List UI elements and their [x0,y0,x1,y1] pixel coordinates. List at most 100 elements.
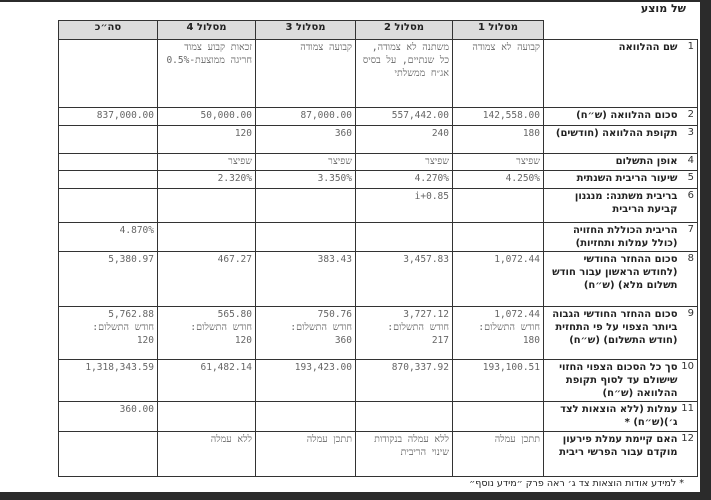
row-number: 2 [680,107,698,126]
cell-value [58,39,158,108]
cell-value: ללא עמלה [157,431,256,477]
cell-value: 193,100.51 [452,359,544,402]
row-number: 11 [680,401,698,432]
cell-value [355,401,453,432]
cell-value [157,401,256,432]
table-row: 2 סכום ההלוואה (ש״ח) 142,558.00 557,442.00 8… [58,107,698,126]
cell-value [58,170,158,189]
cell-value: 193,423.00 [255,359,356,402]
header-track-3: מסלול 3 [255,20,356,40]
cell-value: 3,727.12 חודש התשלום: 217 [355,306,453,360]
cell-value [157,188,256,223]
header-total: סה״כ [58,20,158,40]
cell-value: זכאות קבוע צמוד חריגה ממוצעת-0.5% [157,39,256,108]
header-blank [543,20,698,40]
row-number: 5 [680,170,698,189]
cell-value: שפיצר [452,153,544,171]
cell-value: 565.80 חודש התשלום: 120 [157,306,256,360]
cell-value [255,222,356,252]
cell-value [255,401,356,432]
cell-value [355,222,453,252]
cell-value: 837,000.00 [58,107,158,126]
table-row: 1 שם ההלוואה קבועה לא צמודה משתנה לא צמודה,… [58,39,698,108]
row-label: סכום ההלוואה (ש״ח) [543,107,681,126]
cell-value [452,401,544,432]
header-track-4: מסלול 4 [157,20,256,40]
cell-value: 1,072.44 [452,251,544,307]
cell-value: 5,380.97 [58,251,158,307]
cell-value: קבועה לא צמודה [452,39,544,108]
cell-value: ללא עמלה בנקודות שינוי הריבית [355,431,453,477]
row-label: סך כל הסכום הצפוי החזוי שישולם עד לסוף ת… [543,359,681,402]
cell-value: תתכן עמלה [452,431,544,477]
cell-value: משתנה לא צמודה, כל שנתיים, על בסיס אג״ח … [355,39,453,108]
cell-value [157,222,256,252]
cell-value: 2.320% [157,170,256,189]
row-label: בריבית משתנה: מנגנון קביעת הריבית [543,188,681,223]
cell-value: 87,000.00 [255,107,356,126]
cell-value: 557,442.00 [355,107,453,126]
loan-comparison-table: מסלול 1 מסלול 2 מסלול 3 מסלול 4 סה״כ 1 שם… [58,20,698,477]
table-row: 8 סכום ההחזר החודשי (לחודש הראשון עבור חו… [58,251,698,307]
table-row: 9 סכום ההחזר החודשי הגבוה ביותר הצפוי על … [58,306,698,360]
row-number: 12 [680,431,698,477]
cell-value: קבועה צמודה [255,39,356,108]
cell-value: 5,762.88 חודש התשלום: 120 [58,306,158,360]
row-number: 6 [680,188,698,223]
table-row: 6 בריבית משתנה: מנגנון קביעת הריבית i+0.85 [58,188,698,223]
cell-value: 750.76 חודש התשלום: 360 [255,306,356,360]
cell-value: 4.270% [355,170,453,189]
cell-value: שפיצר [157,153,256,171]
cell-value: 383.43 [255,251,356,307]
document-page: של מוצע מסלול 1 מסלול 2 מסלול 3 מסלול 4 … [0,2,700,492]
row-number: 8 [680,251,698,307]
cell-value: 61,482.14 [157,359,256,402]
cell-value: 4.870% [58,222,158,252]
row-label: הריבית הכוללת החזויה (כולל עמלות ותחזיות… [543,222,681,252]
cell-value: 3,457.83 [355,251,453,307]
cell-value: 180 [452,125,544,154]
row-label: עמלות (ללא הוצאות לצד ג׳)(ש״ח) * [543,401,681,432]
cell-value: 142,558.00 [452,107,544,126]
row-label: שם ההלוואה [543,39,681,108]
cell-value: 1,072.44 חודש התשלום: 180 [452,306,544,360]
cell-value: i+0.85 [355,188,453,223]
table-row: 3 תקופת ההלוואה (חודשים) 180 240 360 120 [58,125,698,154]
cell-value: 467.27 [157,251,256,307]
cell-value: תתכן עמלה [255,431,356,477]
cell-value: 4.250% [452,170,544,189]
cell-value [452,188,544,223]
table-row: 10 סך כל הסכום הצפוי החזוי שישולם עד לסוף… [58,359,698,402]
table-row: 5 שיעור הריבית השנתית 4.250% 4.270% 3.350% 2.… [58,170,698,189]
cell-value: שפיצר [355,153,453,171]
cell-value: 50,000.00 [157,107,256,126]
table-row: 12 האם קיימת עמלת פירעון מוקדם עבור הפרשי… [58,431,698,477]
row-label: אופן התשלום [543,153,681,171]
row-label: תקופת ההלוואה (חודשים) [543,125,681,154]
section-title: של מוצע [640,2,686,15]
cell-value [58,153,158,171]
row-number: 7 [680,222,698,252]
cell-value: שפיצר [255,153,356,171]
cell-value: 120 [157,125,256,154]
header-row: מסלול 1 מסלול 2 מסלול 3 מסלול 4 סה״כ [58,20,698,40]
table-row: 7 הריבית הכוללת החזויה (כולל עמלות ותחזיו… [58,222,698,252]
table-row: 11 עמלות (ללא הוצאות לצד ג׳)(ש״ח) * 360.00 [58,401,698,432]
row-label: האם קיימת עמלת פירעון מוקדם עבור הפרשי ר… [543,431,681,477]
footnote: * למידע אודות הוצאות צד ג׳ ראה פרק ״מידע… [469,478,684,489]
row-label: שיעור הריבית השנתית [543,170,681,189]
row-number: 10 [680,359,698,402]
row-number: 3 [680,125,698,154]
cell-value: 360.00 [58,401,158,432]
header-track-1: מסלול 1 [452,20,544,40]
row-number: 4 [680,153,698,171]
cell-value: 870,337.92 [355,359,453,402]
cell-value [58,431,158,477]
cell-value [58,125,158,154]
cell-value [58,188,158,223]
row-label: סכום ההחזר החודשי הגבוה ביותר הצפוי על פ… [543,306,681,360]
cell-value: 1,318,343.59 [58,359,158,402]
cell-value [255,188,356,223]
cell-value: 360 [255,125,356,154]
row-label: סכום ההחזר החודשי (לחודש הראשון עבור חוד… [543,251,681,307]
